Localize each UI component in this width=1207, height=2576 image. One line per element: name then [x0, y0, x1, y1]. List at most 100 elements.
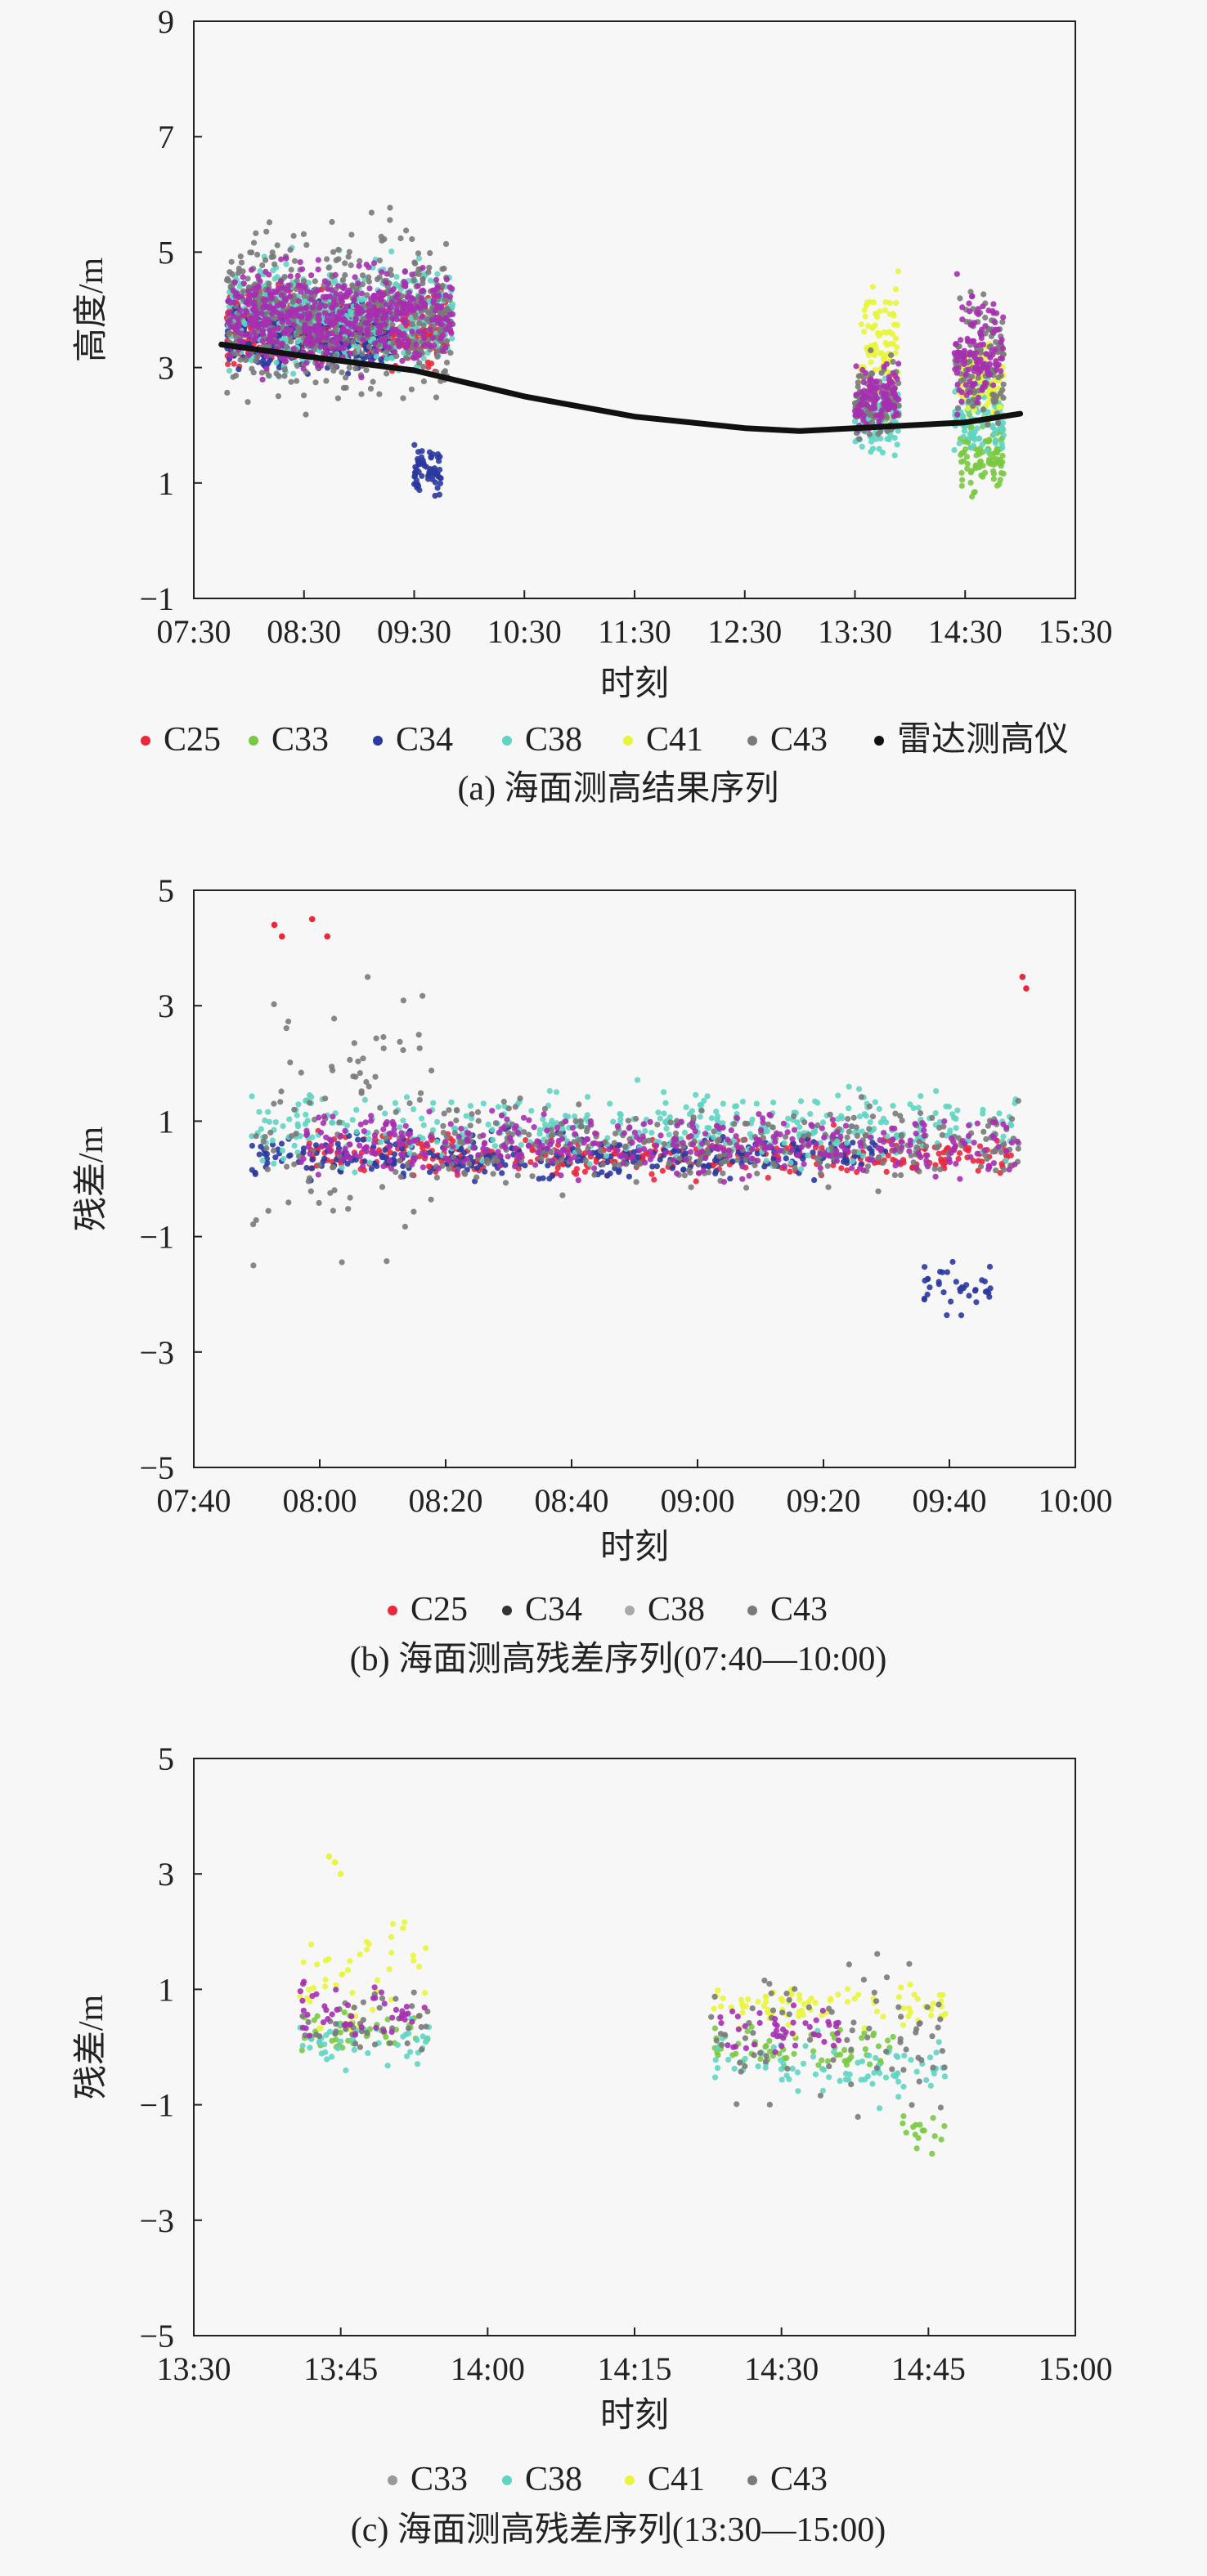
data-point	[805, 1152, 811, 1158]
data-point	[490, 1136, 496, 1143]
data-point	[770, 1100, 777, 1106]
data-point	[884, 414, 891, 421]
data-point	[879, 450, 886, 456]
data-point	[368, 1166, 375, 1172]
data-point	[982, 314, 989, 321]
data-point	[967, 308, 973, 315]
data-point	[954, 411, 961, 418]
data-point	[886, 406, 892, 413]
data-point	[281, 295, 288, 302]
data-point	[662, 1118, 669, 1125]
data-point	[877, 330, 883, 337]
data-point	[967, 389, 973, 396]
data-point	[421, 334, 428, 342]
data-point	[418, 460, 425, 467]
data-point	[365, 320, 371, 326]
data-point	[285, 319, 292, 325]
data-point	[704, 1125, 711, 1131]
data-point	[997, 477, 1003, 483]
data-point	[993, 358, 999, 365]
data-point	[235, 293, 241, 300]
data-point	[418, 298, 424, 305]
data-point	[384, 370, 390, 377]
data-point	[868, 438, 875, 445]
data-point	[952, 366, 958, 373]
data-point	[980, 303, 986, 310]
data-point	[424, 359, 431, 365]
data-point	[288, 267, 294, 273]
data-point	[370, 379, 376, 385]
data-point	[981, 1278, 988, 1285]
data-point	[267, 292, 274, 298]
data-point	[891, 386, 898, 392]
data-point	[433, 276, 440, 283]
data-point	[392, 1100, 398, 1106]
data-point	[275, 393, 281, 400]
data-point	[850, 1140, 856, 1146]
data-point	[969, 428, 976, 436]
data-point	[373, 347, 380, 354]
data-point	[287, 247, 294, 253]
data-point	[269, 1137, 276, 1144]
data-point	[873, 311, 880, 318]
data-point	[972, 365, 979, 371]
data-point	[810, 1149, 816, 1156]
data-point	[714, 1113, 721, 1120]
data-point	[418, 288, 424, 295]
data-point	[378, 295, 384, 302]
data-point	[364, 292, 370, 298]
data-point	[489, 1127, 496, 1133]
data-point	[420, 322, 427, 329]
data-point	[546, 1087, 553, 1095]
data-point	[973, 1299, 980, 1306]
data-point	[843, 1140, 850, 1146]
data-point	[379, 1153, 386, 1159]
data-point	[402, 316, 408, 324]
data-point	[278, 1088, 285, 1095]
data-point	[330, 367, 337, 374]
data-point	[413, 315, 420, 321]
data-point	[854, 1132, 860, 1139]
legend-item: C38	[502, 721, 582, 759]
data-point	[945, 1104, 952, 1110]
data-point	[345, 1206, 352, 1212]
data-point	[891, 1172, 898, 1178]
data-point	[547, 1121, 554, 1127]
data-point	[880, 1115, 887, 1122]
data-point	[895, 428, 901, 434]
data-point	[332, 271, 339, 278]
data-point	[410, 354, 416, 361]
data-point	[276, 314, 283, 320]
data-point	[671, 1149, 677, 1155]
data-point	[269, 311, 276, 317]
data-point	[980, 473, 986, 480]
data-point	[324, 318, 330, 325]
data-point	[416, 1045, 423, 1051]
data-point	[258, 370, 265, 376]
data-point	[559, 1126, 566, 1132]
data-point	[449, 320, 456, 328]
data-point	[642, 1127, 648, 1135]
data-point	[231, 361, 237, 367]
data-point	[263, 228, 270, 235]
data-point	[375, 289, 382, 296]
data-point	[303, 305, 309, 311]
data-point	[371, 340, 378, 347]
data-point	[232, 372, 240, 379]
data-point	[360, 272, 366, 279]
data-point	[1000, 314, 1007, 320]
data-point	[264, 1166, 271, 1172]
data-point	[882, 339, 889, 347]
data-point	[415, 255, 422, 262]
data-point	[985, 409, 991, 415]
data-point	[853, 363, 859, 370]
data-point	[279, 1147, 285, 1154]
data-point	[303, 411, 309, 418]
data-point	[236, 283, 243, 289]
data-point	[284, 1163, 290, 1170]
data-point	[888, 379, 895, 385]
data-point	[280, 1122, 286, 1130]
data-point	[300, 231, 307, 237]
data-point	[816, 1159, 823, 1167]
legend-marker	[249, 736, 258, 746]
